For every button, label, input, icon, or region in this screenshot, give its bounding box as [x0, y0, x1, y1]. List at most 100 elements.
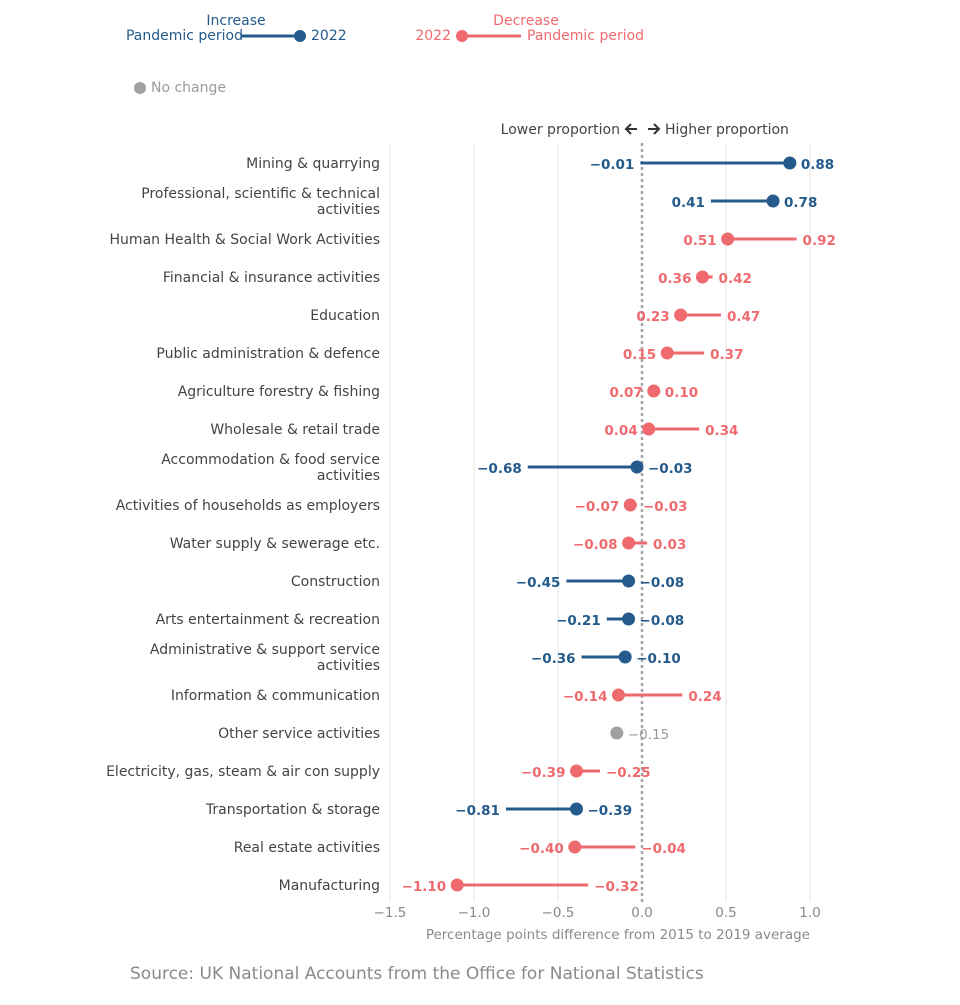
category-rows: Mining & quarrying 0.88 −0.01 Professional,…	[106, 156, 836, 895]
value-label-pandemic: −0.36	[531, 651, 576, 667]
category-row: Information & communication −0.14 0.24	[171, 688, 722, 705]
value-label-2022: 0.23	[636, 309, 669, 325]
category-label: Real estate activities	[234, 840, 380, 856]
right-arrow-icon	[648, 123, 661, 135]
category-row: Accommodation & food service activities −0…	[161, 452, 692, 484]
value-label-2022: 0.36	[658, 271, 691, 287]
x-axis-title: Percentage points difference from 2015 t…	[426, 927, 810, 943]
marker-2022	[622, 536, 636, 550]
marker-2022	[569, 764, 583, 778]
value-label-2022: −0.03	[648, 461, 693, 477]
category-row: Construction −0.08 −0.45	[291, 574, 684, 591]
marker-2022	[766, 194, 780, 208]
value-label-pandemic: −0.32	[594, 879, 639, 895]
value-label-2022: −0.08	[640, 575, 685, 591]
marker-2022	[721, 232, 735, 246]
marker-2022	[622, 574, 636, 588]
category-label: Administrative & support service activiti…	[150, 642, 380, 674]
category-label: Other service activities	[218, 726, 380, 742]
x-tick-label: −0.5	[542, 905, 575, 921]
value-label-2022: −1.10	[402, 879, 447, 895]
category-label: Professional, scientific & technical acti…	[141, 186, 380, 218]
value-label-pandemic: −0.21	[556, 613, 601, 629]
legend-no-change-marker	[134, 82, 146, 94]
category-label: Activities of households as employers	[116, 498, 380, 514]
marker-2022	[450, 878, 464, 892]
value-label-2022: 0.07	[609, 385, 642, 401]
value-label-2022: −0.08	[640, 613, 685, 629]
category-row: Financial & insurance activities 0.36 0.42	[163, 270, 752, 287]
left-arrow-icon	[624, 123, 637, 135]
value-label-2022: 0.04	[604, 423, 637, 439]
value-label-pandemic: 0.24	[688, 689, 721, 705]
direction-header: Lower proportion Higher proportion	[501, 122, 789, 138]
category-row: Human Health & Social Work Activities 0.5…	[110, 232, 836, 249]
category-label: Manufacturing	[279, 878, 380, 894]
marker-2022	[611, 688, 625, 702]
gridlines	[389, 143, 811, 902]
x-tick-label: 0.0	[631, 905, 652, 921]
category-row: Wholesale & retail trade 0.04 0.34	[210, 422, 738, 439]
category-label: Mining & quarrying	[246, 156, 380, 172]
marker-2022	[642, 422, 656, 436]
x-tick-label: 0.5	[715, 905, 736, 921]
value-label-pandemic: −0.04	[641, 841, 686, 857]
category-label: Electricity, gas, steam & air con supply	[106, 764, 380, 780]
category-row: Electricity, gas, steam & air con supply…	[106, 764, 651, 781]
legend-decrease-year-label: 2022	[415, 28, 451, 44]
category-label: Agriculture forestry & fishing	[178, 384, 380, 400]
value-label-pandemic: −0.25	[606, 765, 651, 781]
value-label-2022: −0.14	[563, 689, 608, 705]
category-row: Agriculture forestry & fishing 0.07 0.10	[178, 384, 698, 401]
category-row: Water supply & sewerage etc. −0.08 0.03	[170, 536, 687, 553]
source-note: Source: UK National Accounts from the Of…	[130, 964, 704, 984]
legend-decrease-marker	[456, 30, 468, 42]
value-label-pandemic: 0.03	[653, 537, 686, 553]
value-label-pandemic: 0.10	[665, 385, 698, 401]
marker-2022	[623, 498, 637, 512]
marker-2022	[569, 802, 583, 816]
value-label-2022: 0.15	[623, 347, 656, 363]
category-row: Manufacturing −1.10 −0.32	[279, 878, 639, 895]
value-label-pandemic: −0.81	[455, 803, 500, 819]
x-tick-label: −1.5	[374, 905, 407, 921]
value-label-2022: 0.51	[683, 233, 716, 249]
category-row: Mining & quarrying 0.88 −0.01	[246, 156, 834, 173]
category-label: Accommodation & food service activities	[161, 452, 380, 484]
category-row: Arts entertainment & recreation −0.08 −0.2…	[156, 612, 685, 629]
legend-decrease-pandemic-label: Pandemic period	[527, 28, 644, 44]
category-label: Water supply & sewerage etc.	[170, 536, 380, 552]
value-label-2022: 0.88	[801, 157, 834, 173]
value-label-pandemic: −0.68	[477, 461, 522, 477]
marker-2022	[674, 308, 688, 322]
direction-label-higher: Higher proportion	[665, 122, 789, 138]
category-row: Professional, scientific & technical acti…	[141, 186, 817, 218]
value-label-2022: −0.40	[519, 841, 564, 857]
direction-label-lower: Lower proportion	[501, 122, 620, 138]
x-axis: −1.5 −1.0 −0.5 0.0 0.5 1.0	[374, 905, 821, 921]
category-label: Information & communication	[171, 688, 380, 704]
category-label: Construction	[291, 574, 380, 590]
category-row: Activities of households as employers −0.…	[116, 498, 688, 515]
marker-2022	[647, 384, 661, 398]
category-row: Public administration & defence 0.15 0.37	[156, 346, 743, 363]
marker-2022	[610, 726, 624, 740]
value-label-pandemic: 0.41	[672, 195, 705, 211]
legend-increase-marker	[294, 30, 306, 42]
value-label-2022: −0.39	[521, 765, 566, 781]
category-label: Public administration & defence	[156, 346, 380, 362]
legend: Increase Pandemic period 2022 Decrease 2…	[126, 13, 644, 96]
category-label: Arts entertainment & recreation	[156, 612, 380, 628]
marker-2022	[622, 612, 636, 626]
value-label-pandemic: 0.42	[719, 271, 752, 287]
category-row: Real estate activities −0.40 −0.04	[234, 840, 686, 857]
legend-decrease-title: Decrease	[493, 13, 559, 29]
x-tick-label: 1.0	[799, 905, 820, 921]
marker-2022	[783, 156, 797, 170]
value-label-2022: −0.10	[636, 651, 681, 667]
value-label-pandemic: −0.45	[516, 575, 561, 591]
value-label-pandemic: −0.01	[590, 157, 635, 173]
value-label-2022: −0.39	[587, 803, 632, 819]
category-label: Transportation & storage	[205, 802, 380, 818]
x-tick-label: −1.0	[458, 905, 491, 921]
